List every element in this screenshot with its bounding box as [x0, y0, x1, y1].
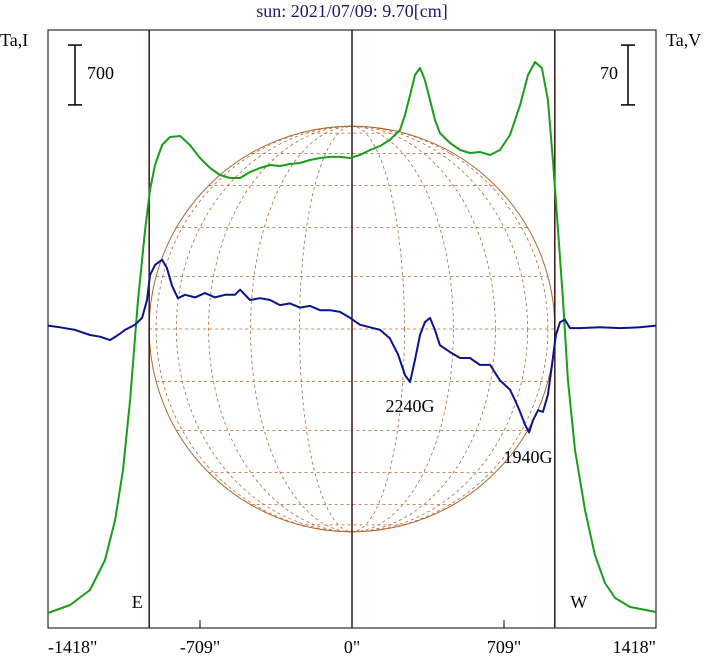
scale-bar-label: 700: [87, 63, 114, 83]
x-tick-label: 0": [344, 637, 360, 657]
meridian: [208, 125, 496, 533]
meridian: [250, 125, 454, 533]
x-tick-label: 1418": [613, 637, 656, 657]
series-line: [47, 258, 657, 434]
scale-bar-v-label: 70: [600, 63, 618, 83]
chart-title: sun: 2021/07/09: 9.70[cm]: [256, 1, 448, 21]
limb-label: E: [132, 592, 143, 612]
limb-label: W: [570, 592, 587, 612]
series-line: [47, 61, 657, 614]
x-tick-label: 709": [487, 637, 521, 657]
y-axis-label: Ta,I: [0, 30, 28, 50]
y2-axis-label: Ta,V: [666, 30, 701, 50]
x-tick-label: -709": [180, 637, 220, 657]
x-tick-label: -1418": [48, 637, 97, 657]
annotation: 2240G: [386, 396, 435, 416]
annotation: 1940G: [504, 447, 553, 467]
